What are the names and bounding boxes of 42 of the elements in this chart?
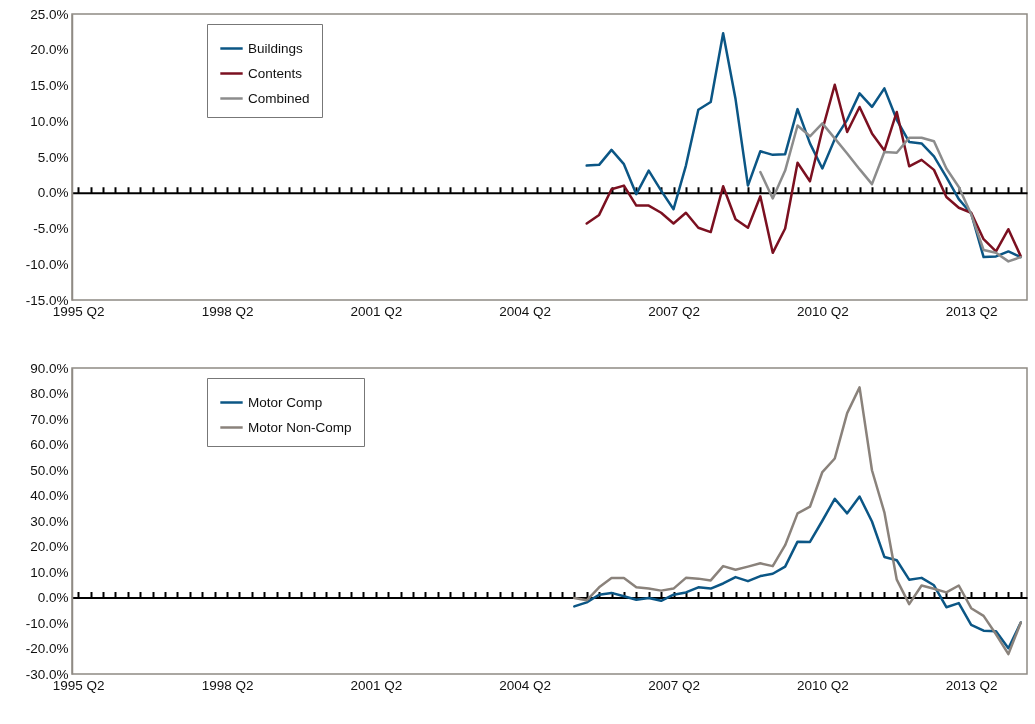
x-tick-label: 2013 Q2 xyxy=(945,677,998,693)
y-tick-label: -30.0% xyxy=(25,666,69,682)
legend-label: Motor Comp xyxy=(248,394,323,410)
y-tick-label: 60.0% xyxy=(30,437,69,452)
x-tick-label: 2013 Q2 xyxy=(945,303,998,319)
y-tick-label: -10.0% xyxy=(25,615,69,631)
legend-label: Contents xyxy=(248,65,303,81)
y-tick-label: 30.0% xyxy=(30,513,69,529)
y-tick-label: -20.0% xyxy=(25,641,69,656)
x-tick-label: 2001 Q2 xyxy=(350,677,403,693)
legend-label: Motor Non-Comp xyxy=(248,419,352,435)
y-tick-label: 40.0% xyxy=(30,488,69,503)
y-tick-label: 15.0% xyxy=(30,78,69,93)
line-series xyxy=(759,122,1023,263)
legend-label: Buildings xyxy=(248,40,304,56)
x-tick-label: 2007 Q2 xyxy=(648,303,700,319)
y-tick-label: 80.0% xyxy=(30,386,69,401)
x-tick-label: 2004 Q2 xyxy=(499,303,552,319)
y-tick-label: -10.0% xyxy=(25,256,69,272)
x-tick-label: 1998 Q2 xyxy=(201,303,254,319)
x-tick-label: 2001 Q2 xyxy=(350,303,403,319)
y-tick-label: 20.0% xyxy=(30,539,69,554)
y-tick-label: -5.0% xyxy=(33,221,69,236)
y-tick-label: 90.0% xyxy=(30,360,69,376)
y-tick-label: 50.0% xyxy=(30,462,69,478)
y-tick-label: 20.0% xyxy=(30,42,69,58)
x-tick-label: 1998 Q2 xyxy=(201,677,254,693)
y-tick-label: 25.0% xyxy=(30,6,69,22)
y-tick-label: 10.0% xyxy=(30,113,69,129)
line-series xyxy=(573,386,1023,656)
x-tick-label: 2010 Q2 xyxy=(796,303,849,319)
y-tick-label: 0.0% xyxy=(37,185,69,201)
x-tick-label: 2010 Q2 xyxy=(796,677,849,693)
x-tick-label: 2004 Q2 xyxy=(499,677,552,693)
y-tick-label: 5.0% xyxy=(37,149,69,165)
y-tick-label: -15.0% xyxy=(25,292,69,308)
line-series xyxy=(585,83,1023,258)
y-tick-label: 70.0% xyxy=(30,411,69,427)
legend-label: Combined xyxy=(248,90,310,106)
y-tick-label: 10.0% xyxy=(30,564,69,580)
x-tick-label: 2007 Q2 xyxy=(648,677,700,693)
y-tick-label: 0.0% xyxy=(37,590,69,605)
